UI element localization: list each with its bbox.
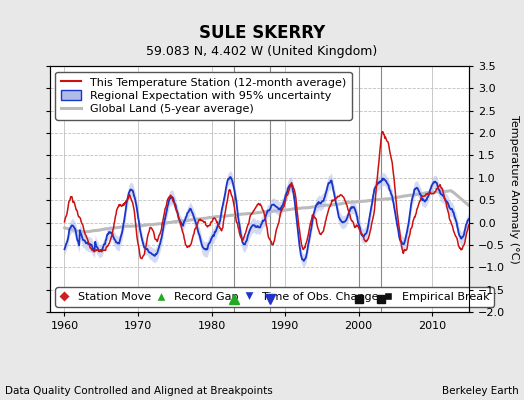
Legend: Station Move, Record Gap, Time of Obs. Change, Empirical Break: Station Move, Record Gap, Time of Obs. C… — [56, 287, 494, 307]
Y-axis label: Temperature Anomaly (°C): Temperature Anomaly (°C) — [509, 115, 519, 263]
Text: SULE SKERRY: SULE SKERRY — [199, 24, 325, 42]
Text: Data Quality Controlled and Aligned at Breakpoints: Data Quality Controlled and Aligned at B… — [5, 386, 273, 396]
Text: Berkeley Earth: Berkeley Earth — [442, 386, 519, 396]
Text: 59.083 N, 4.402 W (United Kingdom): 59.083 N, 4.402 W (United Kingdom) — [146, 45, 378, 58]
